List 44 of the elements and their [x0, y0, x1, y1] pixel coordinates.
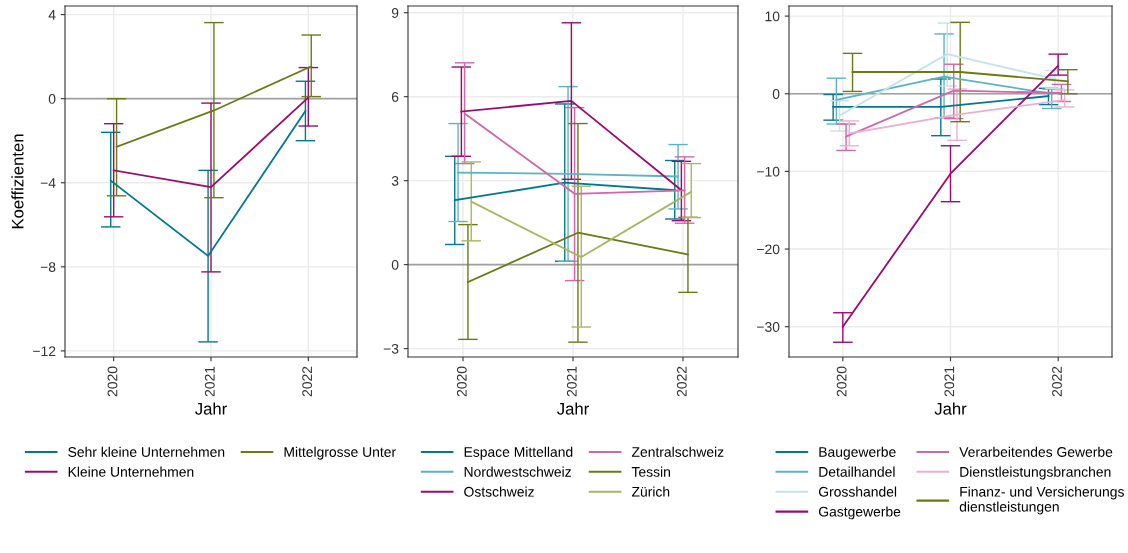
x-tick-label: 2021 — [566, 366, 577, 397]
y-tick-label: −10 — [757, 166, 780, 177]
legend-label: Kleine Unternehmen — [68, 466, 194, 477]
legend-label: Zentralschweiz — [631, 446, 724, 457]
legend-label: Tessin — [631, 466, 670, 477]
legend-label: Sehr kleine Unternehmen — [68, 446, 225, 457]
legend-label: Finanz- und Versicherungs dienstleistungen — [959, 486, 1124, 515]
legend-label: Espace Mittelland — [464, 446, 573, 460]
y-tick-label: −8 — [40, 262, 56, 272]
y-tick-label: −12 — [33, 346, 56, 356]
y-axis-title: Koeffizienten — [11, 134, 24, 229]
y-tick-label: 4 — [48, 10, 56, 20]
x-tick-label: 2020 — [456, 366, 467, 397]
y-tick-label: 0 — [772, 89, 780, 99]
y-tick-label: −30 — [757, 322, 780, 332]
legend-label: Detailhandel — [819, 466, 895, 477]
y-tick-label: 0 — [48, 94, 56, 104]
y-tick-label: 3 — [391, 175, 399, 186]
legend-label: Mittelgrosse Unter — [284, 446, 396, 460]
x-tick-label: 2021 — [204, 366, 215, 397]
x-axis-title: Jahr — [934, 402, 967, 415]
x-tick-label: 2022 — [1052, 366, 1062, 397]
x-axis-title: Jahr — [195, 402, 227, 415]
y-tick-label: −4 — [40, 178, 56, 188]
x-tick-label: 2021 — [944, 366, 955, 397]
legend-label: Verarbeitendes Gewerbe — [959, 446, 1113, 457]
legend-label: Ostschweiz — [464, 486, 534, 497]
y-tick-label: −20 — [757, 244, 780, 255]
legend-label: Nordwestschweiz — [464, 466, 571, 477]
x-tick-label: 2022 — [302, 366, 313, 397]
x-axis-title: Jahr — [557, 402, 589, 415]
legend-label: Gastgewerbe — [818, 506, 901, 520]
y-tick-label: −3 — [383, 343, 399, 354]
y-tick-label: 6 — [391, 92, 399, 102]
y-tick-label: 0 — [391, 259, 399, 270]
legend-label: Grosshandel — [818, 486, 897, 497]
x-tick-label: 2022 — [676, 366, 687, 397]
x-tick-label: 2020 — [836, 366, 847, 397]
legend-label: Dienstleistungsbranchen — [960, 466, 1111, 480]
legend-label: Baugewerbe — [819, 446, 896, 460]
legend-label: Zürich — [631, 486, 670, 497]
y-tick-label: 10 — [765, 11, 780, 22]
y-tick-label: 9 — [391, 8, 399, 18]
x-tick-label: 2020 — [107, 366, 118, 397]
